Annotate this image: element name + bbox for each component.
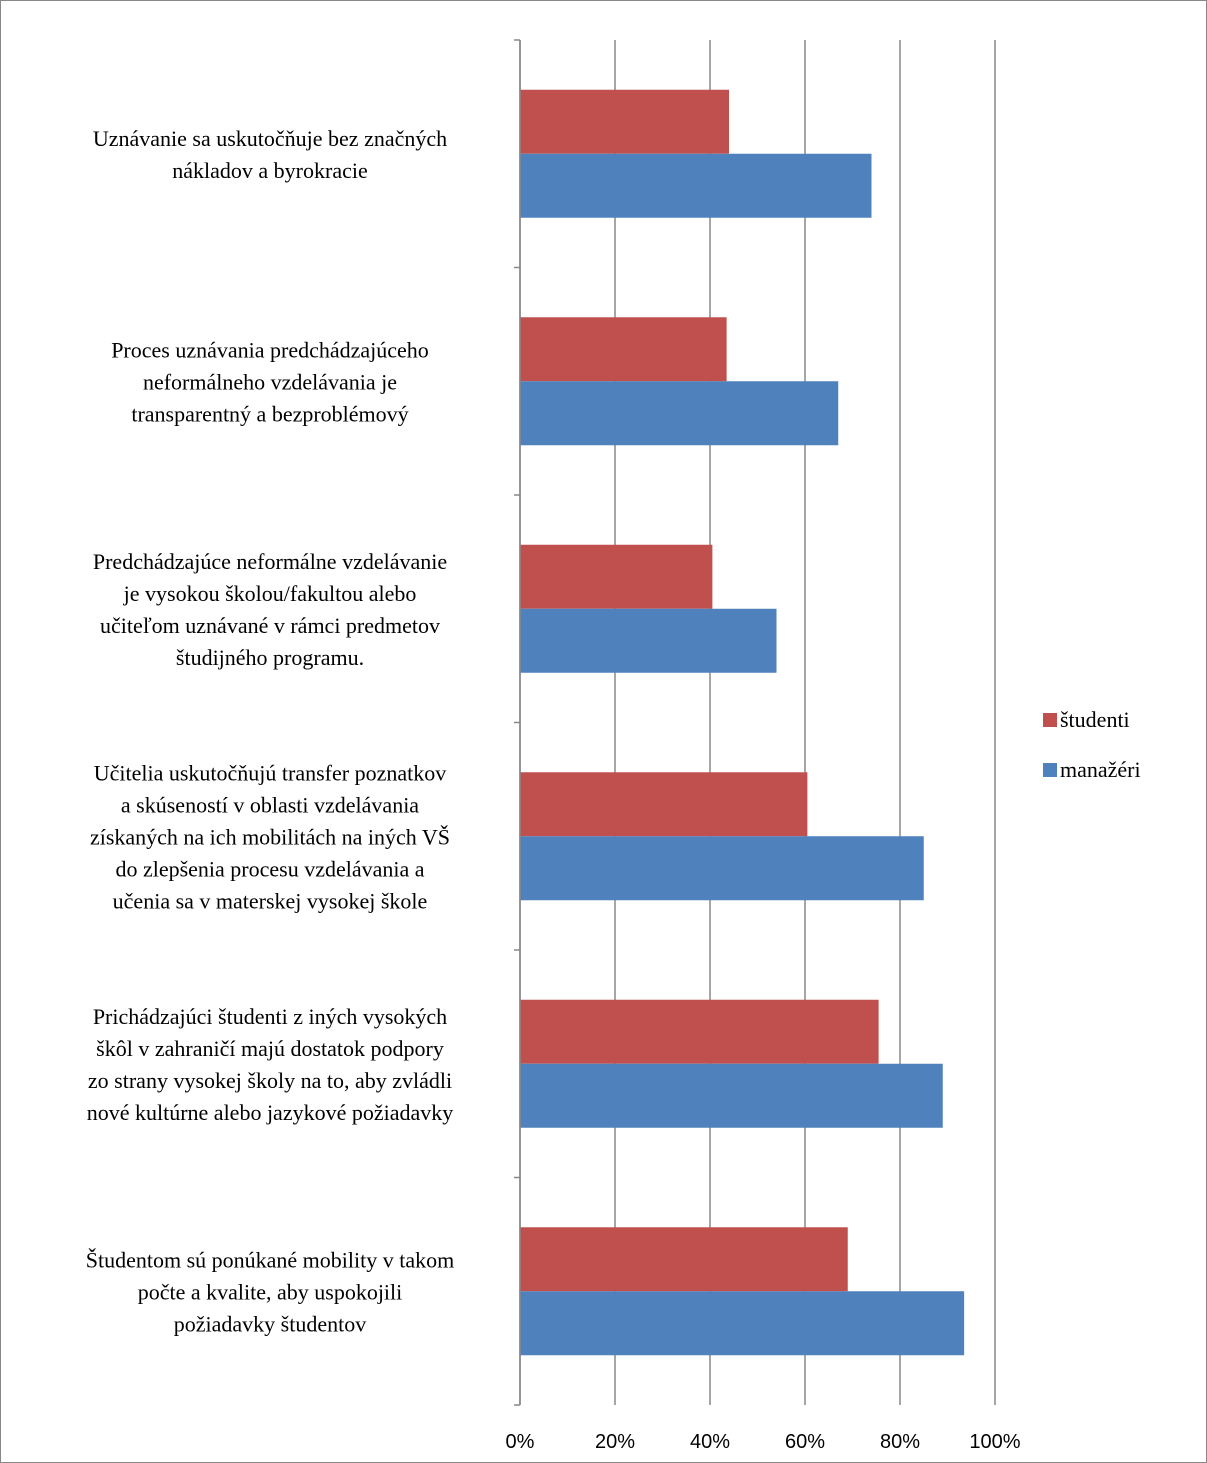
category-label: Prichádzajúci študenti z iných vysokých š… bbox=[87, 1004, 454, 1125]
x-tick-label: 80% bbox=[880, 1431, 920, 1453]
bar bbox=[520, 544, 713, 609]
bar bbox=[520, 1227, 848, 1292]
legend-swatch bbox=[1043, 763, 1057, 777]
bar bbox=[520, 317, 727, 382]
bar bbox=[520, 381, 839, 446]
category-label: Učitelia uskutočňujú transfer poznatkov a… bbox=[90, 760, 450, 913]
x-tick-label: 20% bbox=[595, 1431, 635, 1453]
category-label: Študentom sú ponúkané mobility v takom po… bbox=[86, 1247, 454, 1336]
bar bbox=[520, 772, 808, 837]
bar bbox=[520, 999, 879, 1064]
legend-label: študenti bbox=[1060, 707, 1130, 732]
x-tick-label: 0% bbox=[506, 1431, 535, 1453]
category-label: Predchádzajúce neformálne vzdelávanie je … bbox=[93, 549, 447, 670]
x-tick-label: 40% bbox=[690, 1431, 730, 1453]
category-label: Uznávanie sa uskutočňuje bez značných nák… bbox=[93, 126, 447, 183]
bar bbox=[520, 153, 872, 218]
bar bbox=[520, 1291, 965, 1356]
bar bbox=[520, 1063, 943, 1128]
x-tick-label: 100% bbox=[969, 1431, 1020, 1453]
legend-label: manažéri bbox=[1060, 757, 1141, 782]
category-label: Proces uznávania predchádzajúceho neformá… bbox=[111, 337, 429, 426]
x-tick-label: 60% bbox=[785, 1431, 825, 1453]
bar bbox=[520, 836, 924, 901]
legend-swatch bbox=[1043, 713, 1057, 727]
bar bbox=[520, 608, 777, 673]
bar bbox=[520, 89, 729, 154]
